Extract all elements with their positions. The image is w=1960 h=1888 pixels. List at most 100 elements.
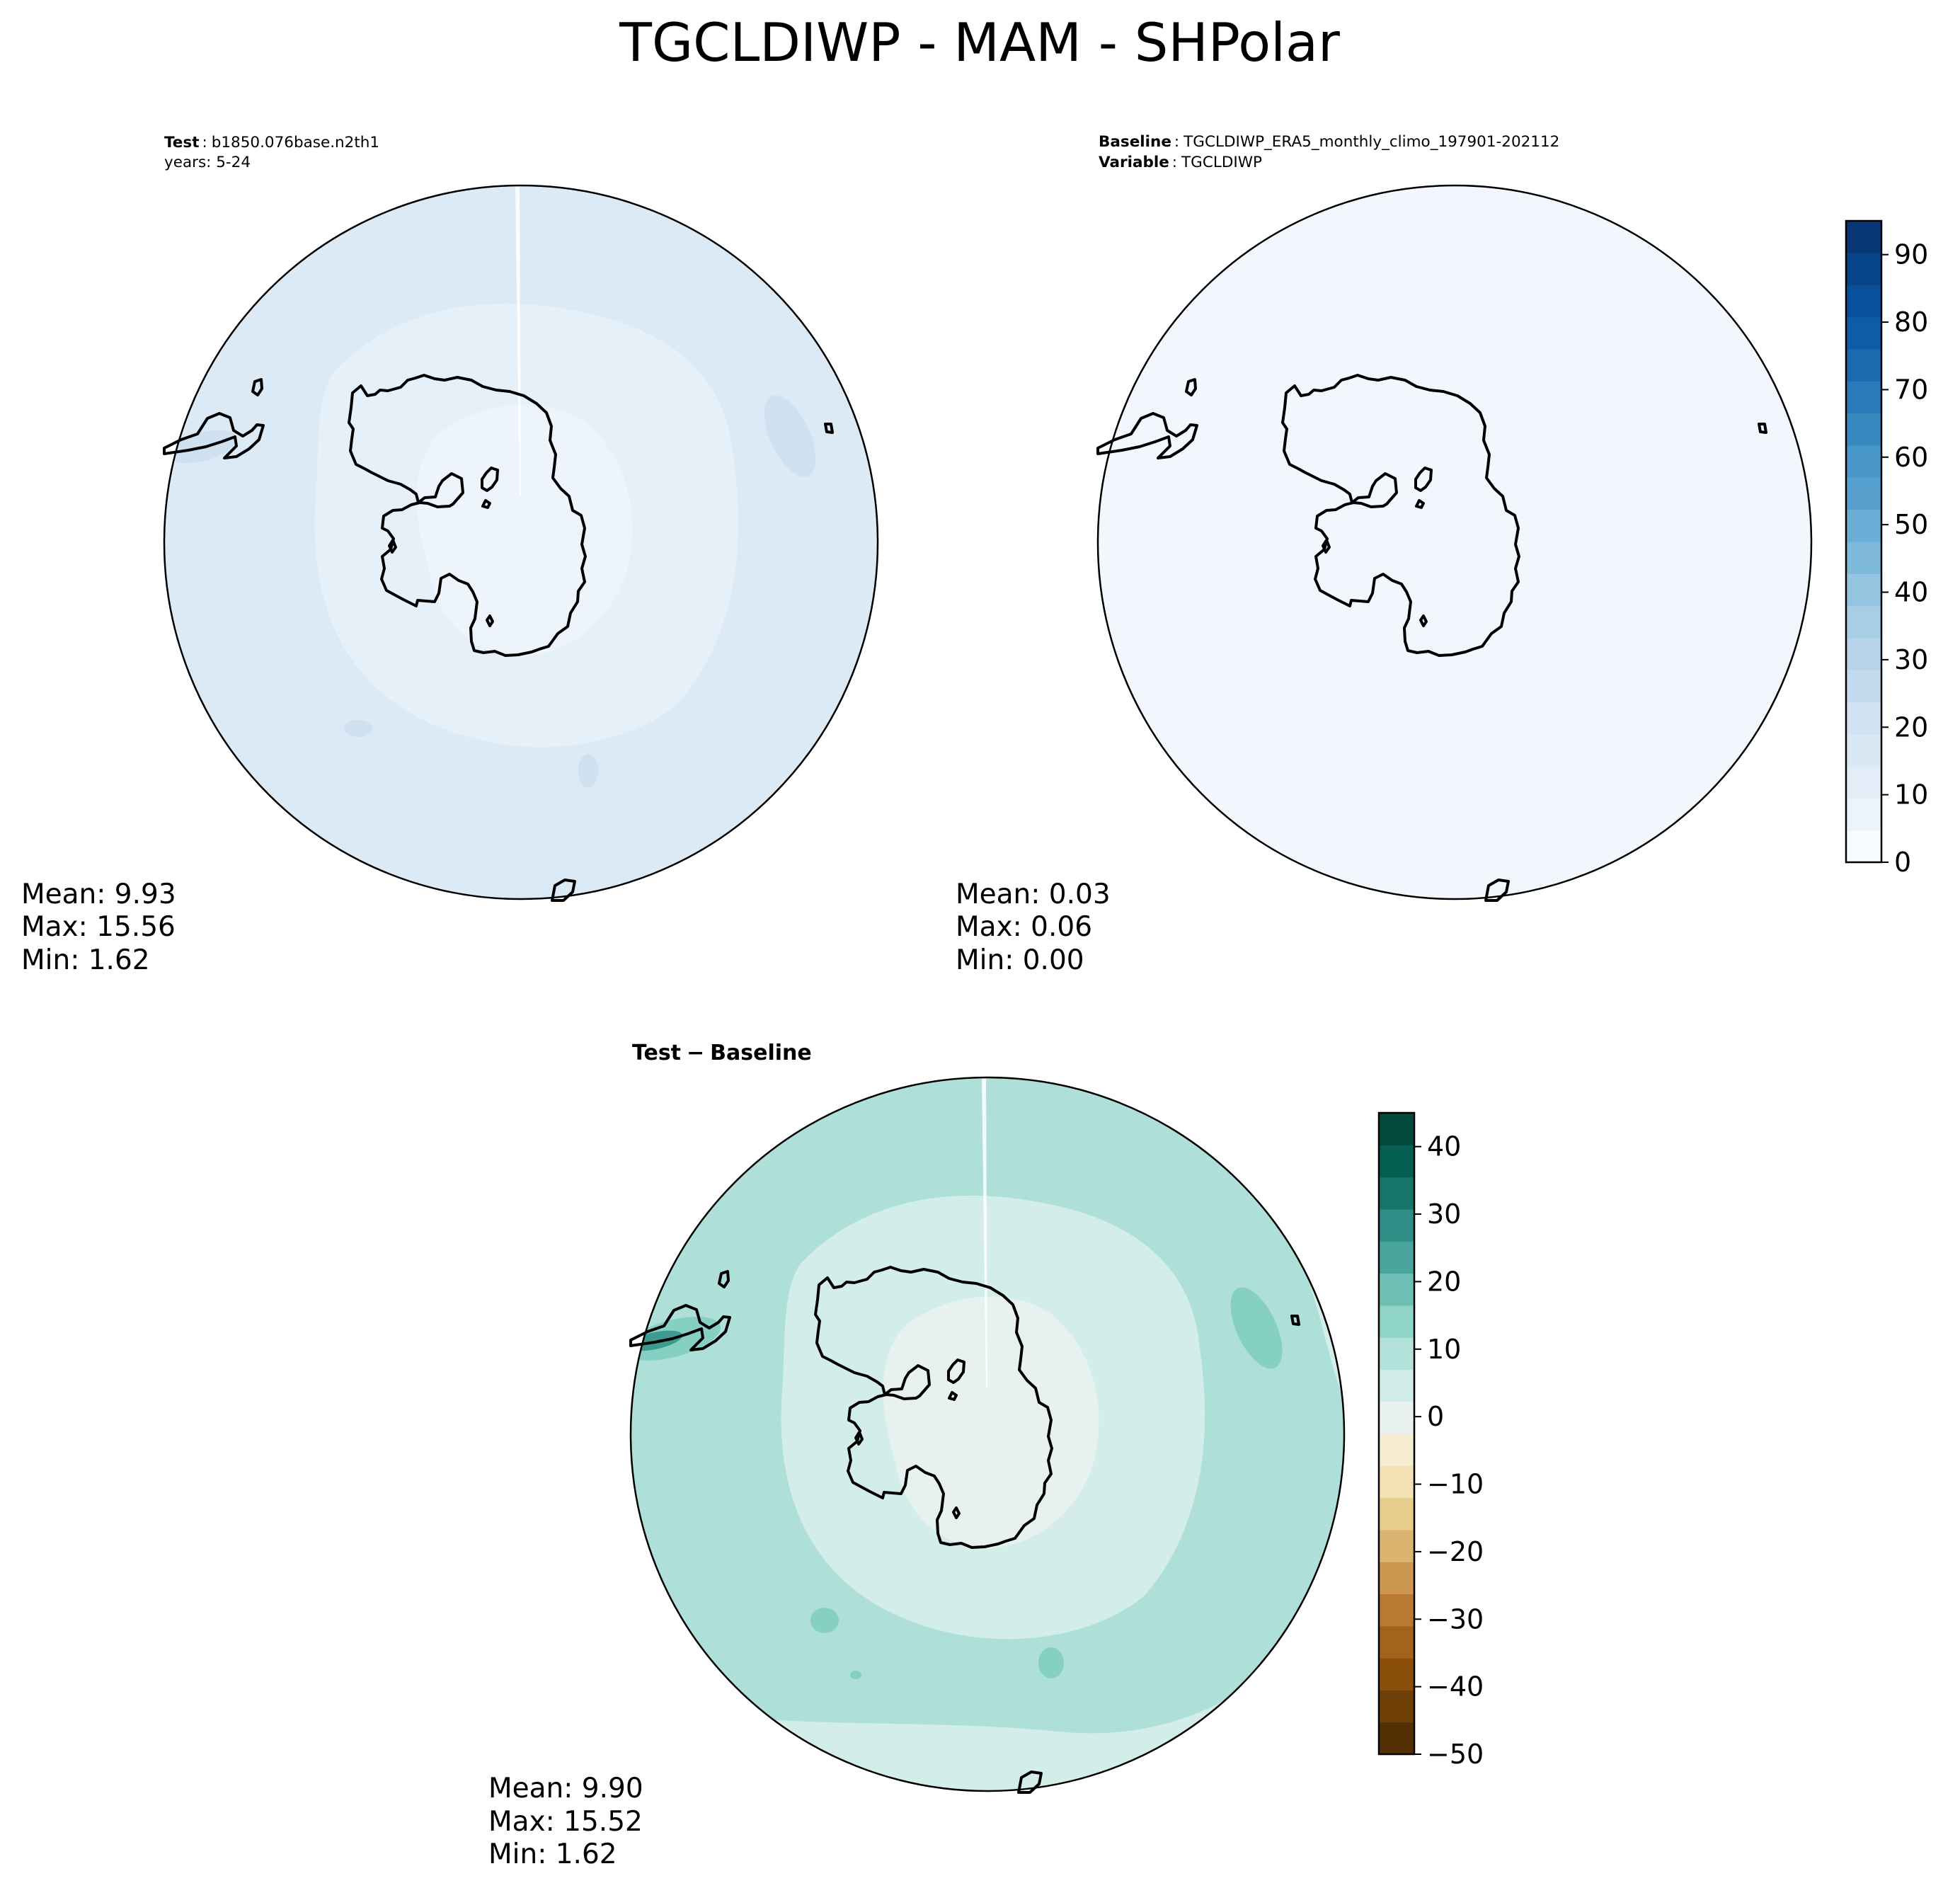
baseline-header-label: Baseline: [1099, 133, 1171, 151]
difference-title-baseline: Baseline: [710, 1041, 812, 1065]
diff-colorbar: 40 30 20 10 0 −10 −20 −30 −40 −50: [1377, 1111, 1484, 1770]
main-colorbar-swatch: [1846, 798, 1881, 831]
diff-colorbar-swatch: [1379, 1497, 1414, 1531]
main-colorbar-swatch: [1846, 702, 1881, 735]
diff-colorbar-swatch: [1379, 1337, 1414, 1370]
main-colorbar-swatch: [1846, 830, 1881, 863]
diff-colorbar-ticks: 40 30 20 10 0 −10 −20 −30 −40 −50: [1414, 1131, 1484, 1770]
test-field-highlight-3: [578, 754, 598, 788]
diff-field-highlight: [1230, 1287, 1283, 1369]
main-colorbar-swatch: [1846, 542, 1881, 574]
difference-panel: Test − Baseline Mean: 9.90 Max:: [488, 1041, 1346, 1870]
test-panel: Test: b1850.076base.n2th1 years: 5-24 Mea…: [21, 134, 879, 976]
baseline-variable-label: Variable: [1099, 154, 1169, 171]
diff-colorbar-swatch: [1379, 1465, 1414, 1499]
baseline-header: Baseline: TGCLDIWP_ERA5_monthly_climo_197…: [1099, 133, 1559, 151]
baseline-max: Max: 0.06: [956, 911, 1092, 943]
diff-colorbar-swatch: [1379, 1273, 1414, 1306]
diff-colorbar-swatch: [1379, 1562, 1414, 1595]
test-years: years: 5-24: [164, 154, 251, 171]
main-colorbar-ticks: 0 10 20 30 40 50 60 70 80 90: [1881, 239, 1928, 878]
main-colorbar-tick-label: 40: [1894, 577, 1928, 608]
diff-field-pole: [883, 1296, 1099, 1549]
diff-colorbar-tick-label: −30: [1427, 1603, 1484, 1635]
diff-field-highlight-4: [850, 1671, 861, 1679]
difference-title: Test − Baseline: [632, 1041, 812, 1065]
diff-field-highlight-3: [1038, 1647, 1064, 1678]
difference-min: Min: 1.62: [488, 1838, 617, 1870]
diff-colorbar-swatch: [1379, 1369, 1414, 1402]
diff-colorbar-tick-label: −10: [1427, 1469, 1484, 1500]
test-field-pole: [416, 404, 633, 657]
diff-colorbar-swatch: [1379, 1690, 1414, 1723]
test-max: Max: 15.56: [21, 911, 176, 943]
diff-colorbar-swatch: [1379, 1177, 1414, 1210]
main-colorbar-swatch: [1846, 637, 1881, 670]
difference-max: Max: 15.52: [488, 1806, 643, 1838]
main-colorbar-tick-label: 0: [1894, 847, 1911, 878]
diff-colorbar-tick-label: −50: [1427, 1739, 1484, 1770]
diff-colorbar-tick-label: 20: [1427, 1266, 1461, 1297]
test-min: Min: 1.62: [21, 944, 150, 976]
diff-colorbar-tick-label: −40: [1427, 1671, 1484, 1703]
main-colorbar-tick-label: 80: [1894, 307, 1928, 338]
test-header: Test: b1850.076base.n2th1: [164, 134, 379, 151]
main-colorbar-swatch: [1846, 477, 1881, 510]
diff-colorbar-tick-label: −20: [1427, 1536, 1484, 1567]
main-colorbar-tick-label: 60: [1894, 442, 1928, 473]
diff-field-seam: [982, 1077, 987, 1388]
main-colorbar-swatch: [1846, 509, 1881, 542]
diff-colorbar-swatches: [1379, 1113, 1414, 1755]
baseline-panel: Baseline: TGCLDIWP_ERA5_monthly_climo_197…: [956, 133, 1813, 976]
baseline-field: [1098, 185, 1811, 899]
main-colorbar-swatch: [1846, 670, 1881, 703]
diff-colorbar-swatch: [1379, 1401, 1414, 1434]
baseline-variable: Variable: TGCLDIWP: [1099, 154, 1262, 171]
diff-colorbar-swatch: [1379, 1594, 1414, 1627]
main-colorbar-swatch: [1846, 349, 1881, 382]
test-field-highlight-2: [344, 720, 372, 737]
diff-colorbar-tick-label: 40: [1427, 1131, 1461, 1162]
main-colorbar-swatch: [1846, 445, 1881, 478]
diff-colorbar-swatch: [1379, 1658, 1414, 1690]
main-colorbar-swatch: [1846, 253, 1881, 286]
diff-field-highlight-2: [810, 1608, 839, 1633]
main-colorbar-swatch: [1846, 605, 1881, 639]
diff-colorbar-swatch: [1379, 1625, 1414, 1659]
test-map-boundary: [163, 184, 879, 900]
baseline-variable-value: TGCLDIWP: [1181, 154, 1262, 171]
main-colorbar-tick-label: 70: [1894, 374, 1928, 405]
main-colorbar-tick-label: 30: [1894, 644, 1928, 675]
figure-title: TGCLDIWP - MAM - SHPolar: [619, 11, 1340, 74]
test-map: [164, 185, 878, 899]
main-colorbar-swatch: [1846, 381, 1881, 414]
test-mean: Mean: 9.93: [21, 879, 176, 910]
main-colorbar-tick-label: 90: [1894, 239, 1928, 270]
main-colorbar-swatch: [1846, 285, 1881, 318]
baseline-name: TGCLDIWP_ERA5_monthly_climo_197901-20211…: [1183, 133, 1559, 151]
main-colorbar-tick-label: 10: [1894, 779, 1928, 811]
diff-colorbar-tick-label: 10: [1427, 1334, 1461, 1365]
diff-colorbar-tick-label: 0: [1427, 1401, 1444, 1432]
main-colorbar-swatch: [1846, 221, 1881, 253]
main-colorbar-tick-label: 50: [1894, 509, 1928, 540]
main-colorbar-swatch: [1846, 316, 1881, 350]
diff-colorbar-swatch: [1379, 1305, 1414, 1338]
diff-colorbar-swatch: [1379, 1113, 1414, 1145]
main-colorbar-swatch: [1846, 413, 1881, 446]
main-colorbar-swatch: [1846, 733, 1881, 767]
test-field-seam: [515, 185, 521, 496]
test-header-label: Test: [164, 134, 199, 151]
diff-colorbar-swatch: [1379, 1241, 1414, 1274]
test-field-highlight: [764, 395, 816, 477]
baseline-map: [1098, 185, 1811, 899]
difference-title-test: Test: [632, 1041, 681, 1065]
diff-colorbar-frame: [1377, 1111, 1416, 1756]
main-colorbar-swatch: [1846, 573, 1881, 607]
diff-colorbar-swatch: [1379, 1529, 1414, 1562]
main-colorbar-swatches: [1846, 221, 1881, 863]
test-case-name: b1850.076base.n2th1: [212, 134, 379, 151]
main-colorbar: 0 10 20 30 40 50 60 70 80 90: [1845, 219, 1928, 878]
baseline-min: Min: 0.00: [956, 944, 1084, 976]
